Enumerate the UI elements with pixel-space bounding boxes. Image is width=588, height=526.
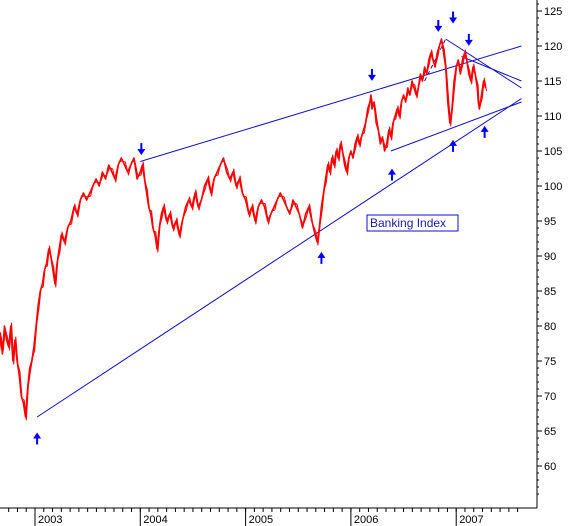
y-tick-label: 75 bbox=[544, 356, 556, 368]
y-tick-label: 120 bbox=[544, 41, 562, 53]
up-arrow-marker bbox=[317, 251, 326, 264]
y-tick-label: 100 bbox=[544, 181, 562, 193]
down-arrow-marker bbox=[434, 19, 443, 32]
x-tick-label: 2004 bbox=[143, 514, 167, 526]
y-tick-label: 80 bbox=[544, 321, 556, 333]
down-arrow-marker bbox=[367, 68, 376, 81]
axes: 60 65 70 75 80 85 90 95 100 105 110 115 120 125 2003 20… bbox=[0, 0, 562, 526]
y-tick-label: 65 bbox=[544, 426, 556, 438]
y-tick-label: 115 bbox=[544, 76, 562, 88]
y-tick-label: 125 bbox=[544, 6, 562, 18]
series-layer bbox=[0, 38, 487, 421]
x-tick-label: 2003 bbox=[38, 514, 62, 526]
series-noise bbox=[0, 41, 487, 421]
y-tick-label: 85 bbox=[544, 286, 556, 298]
y-tick-label: 95 bbox=[544, 216, 556, 228]
trendline bbox=[424, 38, 447, 82]
down-arrow-marker bbox=[449, 11, 458, 24]
y-tick-label: 110 bbox=[544, 111, 562, 123]
down-arrow-marker bbox=[464, 33, 473, 46]
y-tick-label: 90 bbox=[544, 251, 556, 263]
x-tick-label: 2006 bbox=[354, 514, 378, 526]
trendline bbox=[36, 98, 522, 418]
trendlines bbox=[36, 38, 522, 418]
markers bbox=[33, 11, 489, 445]
trendline bbox=[445, 38, 522, 89]
legend-box bbox=[366, 214, 459, 232]
trendline bbox=[461, 56, 522, 82]
up-arrow-marker bbox=[480, 125, 489, 138]
legend: Banking Index bbox=[366, 214, 459, 232]
up-arrow-marker bbox=[387, 168, 396, 181]
down-arrow-marker bbox=[137, 143, 146, 156]
y-tick-label: 105 bbox=[544, 146, 562, 158]
up-arrow-marker bbox=[33, 432, 42, 445]
x-tick-label: 2005 bbox=[249, 514, 273, 526]
y-tick-label: 70 bbox=[544, 391, 556, 403]
up-arrow-marker bbox=[449, 139, 458, 152]
legend-label: Banking Index bbox=[370, 216, 446, 230]
trendline bbox=[390, 101, 522, 152]
y-tick-label: 60 bbox=[544, 461, 556, 473]
trendline bbox=[140, 45, 522, 162]
x-tick-label: 2007 bbox=[459, 514, 483, 526]
